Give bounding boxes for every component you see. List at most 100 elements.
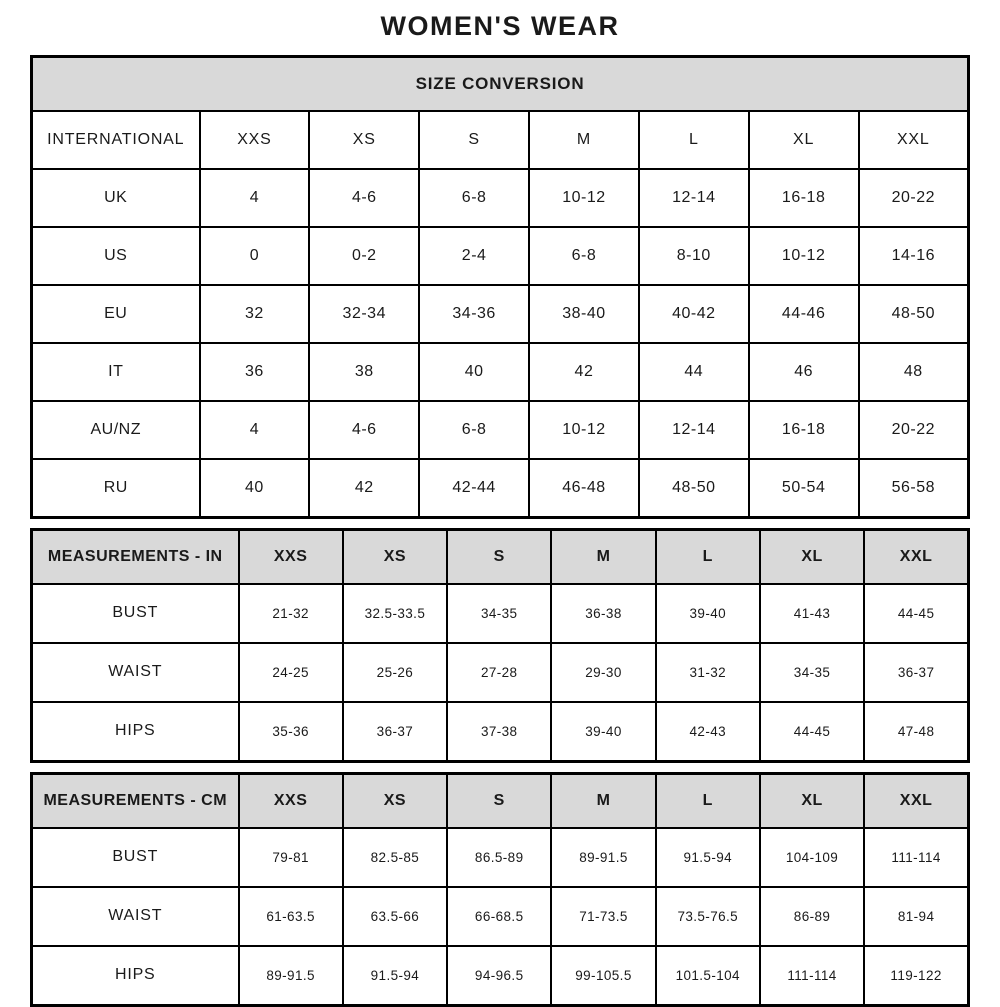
table-row: BUST 21-32 32.5-33.5 34-35 36-38 39-40 41-43 44… bbox=[30, 582, 970, 644]
value-cell: 12-14 bbox=[637, 399, 750, 460]
row-label: WAIST bbox=[30, 641, 240, 703]
value-cell: 40 bbox=[418, 341, 531, 402]
value-cell: 6-8 bbox=[418, 167, 531, 228]
value-cell: 38-40 bbox=[528, 283, 640, 344]
row-label: HIPS bbox=[30, 700, 240, 763]
value-cell: 34-35 bbox=[758, 641, 866, 703]
value-cell: 42-43 bbox=[654, 700, 761, 763]
value-cell: 40 bbox=[198, 457, 311, 519]
value-cell: 32 bbox=[198, 283, 311, 344]
value-cell: 27-28 bbox=[446, 641, 553, 703]
size-column-header: S bbox=[418, 109, 531, 170]
size-column-header: S bbox=[446, 772, 553, 829]
size-column-header: XXS bbox=[237, 528, 344, 585]
value-cell: 14-16 bbox=[857, 225, 970, 286]
size-column-header: M bbox=[550, 772, 657, 829]
value-cell: 24-25 bbox=[237, 641, 344, 703]
value-cell: 89-91.5 bbox=[550, 826, 657, 888]
value-cell: 48-50 bbox=[637, 457, 750, 519]
value-cell: 34-35 bbox=[446, 582, 553, 644]
size-column-header: XXL bbox=[863, 772, 970, 829]
value-cell: 4 bbox=[198, 399, 311, 460]
value-cell: 111-114 bbox=[758, 944, 866, 1007]
value-cell: 37-38 bbox=[446, 700, 553, 763]
header-label: INTERNATIONAL bbox=[30, 109, 201, 170]
header-label: MEASUREMENTS - IN bbox=[30, 528, 240, 585]
table-row: HIPS 89-91.5 91.5-94 94-96.5 99-105.5 101.5-1… bbox=[30, 944, 970, 1007]
value-cell: 101.5-104 bbox=[654, 944, 761, 1007]
value-cell: 39-40 bbox=[550, 700, 657, 763]
value-cell: 16-18 bbox=[747, 167, 860, 228]
value-cell: 38 bbox=[308, 341, 421, 402]
value-cell: 36 bbox=[198, 341, 311, 402]
value-cell: 81-94 bbox=[863, 885, 970, 947]
value-cell: 8-10 bbox=[637, 225, 750, 286]
value-cell: 6-8 bbox=[418, 399, 531, 460]
row-label: EU bbox=[30, 283, 201, 344]
page-title: WOMEN'S WEAR bbox=[380, 11, 620, 41]
value-cell: 42 bbox=[528, 341, 640, 402]
size-column-header: XXS bbox=[198, 109, 311, 170]
row-label: IT bbox=[30, 341, 201, 402]
size-column-header: XL bbox=[758, 528, 866, 585]
value-cell: 12-14 bbox=[637, 167, 750, 228]
value-cell: 4-6 bbox=[308, 399, 421, 460]
value-cell: 82.5-85 bbox=[341, 826, 449, 888]
value-cell: 86-89 bbox=[758, 885, 866, 947]
table-row: AU/NZ 4 4-6 6-8 10-12 12-14 16-18 20-22 bbox=[30, 399, 970, 460]
value-cell: 71-73.5 bbox=[550, 885, 657, 947]
measurements-cm-header-row: MEASUREMENTS - CM XXS XS S M L XL XXL bbox=[30, 772, 970, 829]
value-cell: 16-18 bbox=[747, 399, 860, 460]
value-cell: 42-44 bbox=[418, 457, 531, 519]
size-column-header: XL bbox=[747, 109, 860, 170]
size-conversion-banner: SIZE CONVERSION bbox=[30, 55, 970, 112]
table-row: RU 40 42 42-44 46-48 48-50 50-54 56-58 bbox=[30, 457, 970, 519]
size-column-header: XS bbox=[308, 109, 421, 170]
value-cell: 44-45 bbox=[863, 582, 970, 644]
row-label: HIPS bbox=[30, 944, 240, 1007]
value-cell: 91.5-94 bbox=[654, 826, 761, 888]
value-cell: 0 bbox=[198, 225, 311, 286]
size-column-header: S bbox=[446, 528, 553, 585]
value-cell: 10-12 bbox=[747, 225, 860, 286]
value-cell: 6-8 bbox=[528, 225, 640, 286]
table-row: WAIST 61-63.5 63.5-66 66-68.5 71-73.5 73.5-76… bbox=[30, 885, 970, 947]
table-row: WAIST 24-25 25-26 27-28 29-30 31-32 34-35 36-37 bbox=[30, 641, 970, 703]
value-cell: 48-50 bbox=[857, 283, 970, 344]
row-label: RU bbox=[30, 457, 201, 519]
header-label: MEASUREMENTS - CM bbox=[30, 772, 240, 829]
size-column-header: XXS bbox=[237, 772, 344, 829]
value-cell: 40-42 bbox=[637, 283, 750, 344]
row-label: BUST bbox=[30, 826, 240, 888]
value-cell: 91.5-94 bbox=[341, 944, 449, 1007]
measurements-in-table: MEASUREMENTS - IN XXS XS S M L XL XXL BUST 21-32 3… bbox=[30, 527, 970, 763]
value-cell: 46 bbox=[747, 341, 860, 402]
value-cell: 61-63.5 bbox=[237, 885, 344, 947]
value-cell: 89-91.5 bbox=[237, 944, 344, 1007]
value-cell: 10-12 bbox=[528, 399, 640, 460]
value-cell: 4 bbox=[198, 167, 311, 228]
value-cell: 56-58 bbox=[857, 457, 970, 519]
value-cell: 36-38 bbox=[550, 582, 657, 644]
size-conversion-header-row: INTERNATIONAL XXS XS S M L XL XXL bbox=[30, 109, 970, 170]
value-cell: 41-43 bbox=[758, 582, 866, 644]
row-label: AU/NZ bbox=[30, 399, 201, 460]
value-cell: 47-48 bbox=[863, 700, 970, 763]
row-label: BUST bbox=[30, 582, 240, 644]
size-column-header: XXL bbox=[863, 528, 970, 585]
size-column-header: XS bbox=[341, 528, 449, 585]
measurements-in-header-row: MEASUREMENTS - IN XXS XS S M L XL XXL bbox=[30, 528, 970, 585]
value-cell: 20-22 bbox=[857, 399, 970, 460]
value-cell: 34-36 bbox=[418, 283, 531, 344]
row-label: UK bbox=[30, 167, 201, 228]
value-cell: 31-32 bbox=[654, 641, 761, 703]
size-conversion-table: SIZE CONVERSION INTERNATIONAL XXS XS S M L XL XX… bbox=[30, 54, 970, 519]
table-row: US 0 0-2 2-4 6-8 8-10 10-12 14-16 bbox=[30, 225, 970, 286]
value-cell: 99-105.5 bbox=[550, 944, 657, 1007]
value-cell: 79-81 bbox=[237, 826, 344, 888]
value-cell: 20-22 bbox=[857, 167, 970, 228]
value-cell: 32.5-33.5 bbox=[341, 582, 449, 644]
value-cell: 66-68.5 bbox=[446, 885, 553, 947]
table-row: HIPS 35-36 36-37 37-38 39-40 42-43 44-45 47-48 bbox=[30, 700, 970, 763]
value-cell: 48 bbox=[857, 341, 970, 402]
